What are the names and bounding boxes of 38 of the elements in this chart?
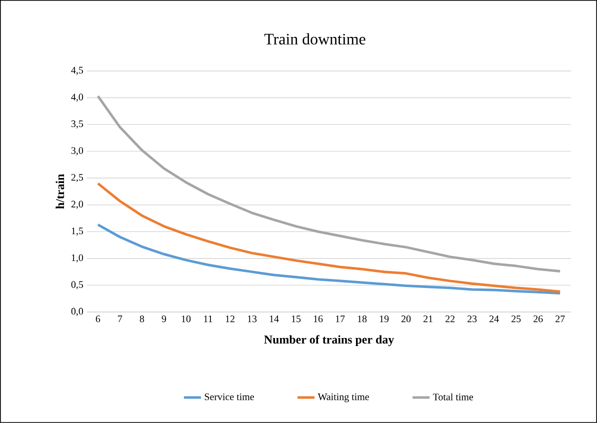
x-tick-label: 7	[118, 316, 122, 322]
x-tick-label: 26	[534, 316, 543, 322]
x-tick-label: 22	[446, 316, 454, 322]
y-tick-label: 4,5	[71, 66, 84, 75]
x-tick-label: 18	[358, 316, 367, 322]
x-tick-label: 19	[380, 316, 389, 322]
x-tick-label: 12	[226, 316, 234, 322]
y-tick-label: 3,0	[71, 147, 84, 156]
chart-title: Train downtime	[264, 33, 366, 45]
x-tick-label: 8	[140, 316, 144, 322]
x-tick-label: 27	[556, 316, 565, 322]
legend-label: Service time	[204, 394, 254, 400]
x-tick-label: 9	[162, 316, 166, 322]
x-tick-label: 20	[402, 316, 411, 322]
x-tick-label: 11	[204, 316, 212, 322]
x-tick-label: 23	[468, 316, 477, 322]
y-tick-label: 1,0	[72, 254, 84, 263]
x-tick-label: 17	[336, 316, 345, 322]
x-axis-title: Number of trains per day	[264, 335, 394, 346]
legend-label: Total time	[433, 393, 474, 400]
y-tick-label: 2,0	[71, 200, 84, 209]
y-tick-label: 0,5	[71, 281, 84, 290]
y-axis-title: h/train	[56, 174, 64, 209]
y-tick-label: 3,5	[71, 120, 84, 129]
x-tick-label: 13	[248, 316, 257, 322]
x-tick-label: 15	[292, 316, 301, 322]
legend-label: Waiting time	[318, 394, 369, 402]
x-tick-label: 24	[490, 316, 499, 322]
y-tick-label: 0,0	[71, 308, 84, 316]
x-tick-label: 14	[270, 316, 279, 322]
x-tick-label: 10	[182, 316, 191, 322]
x-tick-label: 21	[424, 316, 432, 322]
x-tick-label: 25	[512, 316, 521, 322]
y-tick-label: 4,0	[71, 94, 84, 102]
y-tick-label: 1,5	[72, 228, 84, 236]
y-tick-label: 2,5	[71, 174, 84, 182]
x-tick-label: 6	[96, 316, 100, 322]
x-tick-label: 16	[314, 316, 323, 322]
